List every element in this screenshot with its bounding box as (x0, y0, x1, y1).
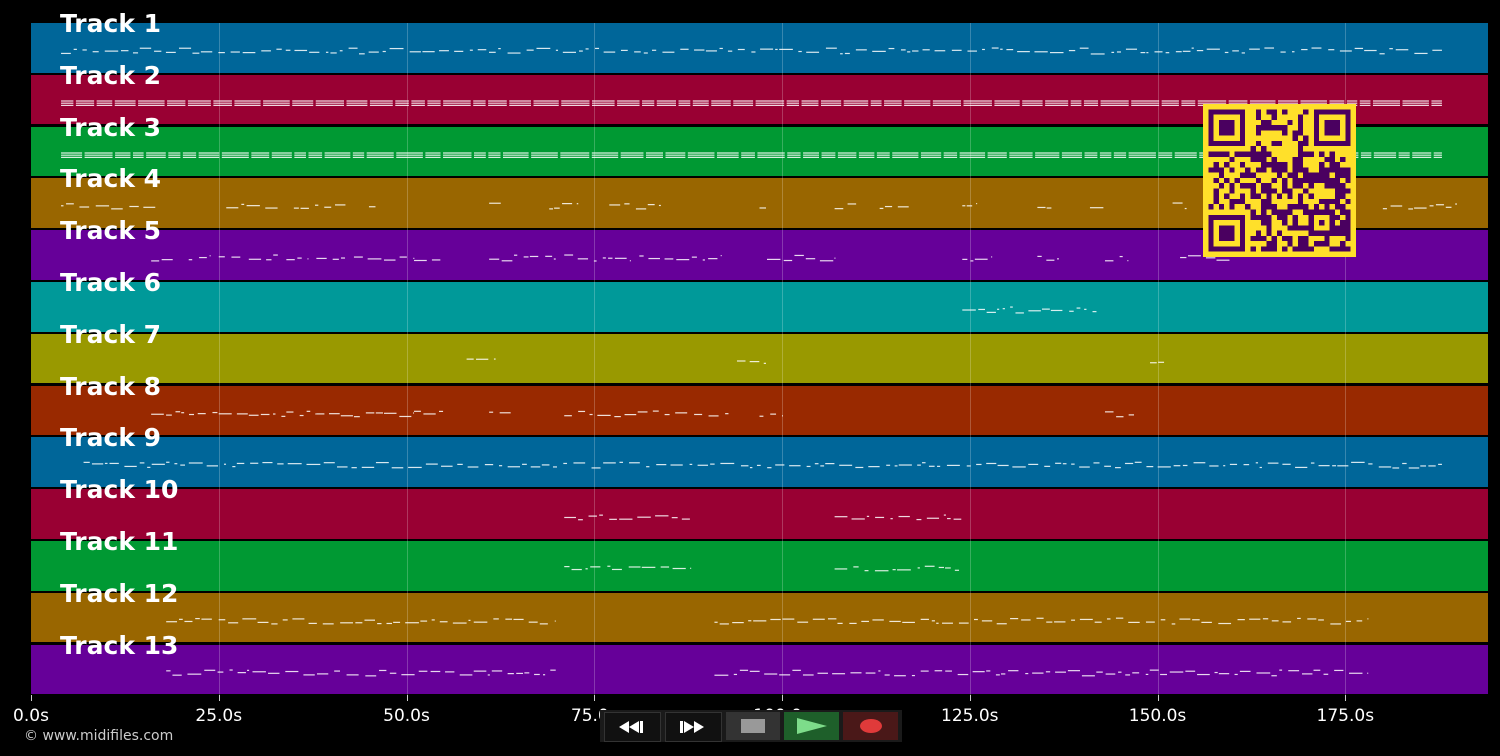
tick-mark (782, 695, 784, 701)
track-label: Track 8 (60, 371, 162, 401)
track-label: Track 10 (60, 475, 179, 505)
track-lane[interactable] (31, 592, 1488, 643)
record-button[interactable] (843, 712, 898, 740)
fast-forward-icon (680, 721, 705, 733)
tick-label: 50.0s (383, 706, 430, 726)
gridline (406, 23, 408, 695)
track-label: Track 1 (60, 9, 162, 38)
note-pattern (564, 514, 962, 521)
tick-mark (1345, 695, 1347, 701)
track-lane[interactable] (31, 385, 1488, 436)
play-button[interactable] (784, 712, 840, 740)
stop-button[interactable] (725, 712, 781, 740)
copyright-text: © www.midifiles.com (24, 728, 174, 744)
tick-label: 175.0s (1316, 706, 1375, 726)
tick-mark (406, 695, 408, 701)
note-pattern (564, 565, 960, 572)
gridline (1157, 23, 1159, 695)
gridline (1345, 23, 1347, 695)
track-lane[interactable] (31, 644, 1488, 695)
note-pattern (61, 100, 1442, 106)
track-lane[interactable] (31, 489, 1488, 539)
tick-mark (1157, 695, 1159, 701)
tick-mark (31, 695, 32, 701)
transport-controls (600, 710, 902, 742)
track-label: Track 3 (60, 112, 162, 142)
note-pattern (166, 617, 1369, 625)
fast-forward-button[interactable] (664, 712, 722, 742)
tick-label: 0.0s (13, 706, 49, 726)
track-label: Track 7 (60, 319, 162, 349)
track-label: Track 12 (60, 578, 179, 608)
track-lane[interactable] (31, 74, 1488, 125)
track-lane[interactable] (31, 333, 1488, 384)
gridline (782, 23, 784, 695)
track-label: Track 2 (60, 60, 162, 90)
gridline (218, 23, 220, 695)
track-label: Track 13 (60, 630, 179, 660)
record-icon (859, 719, 882, 733)
qr-code-icon (1203, 104, 1356, 257)
note-pattern (466, 358, 1165, 364)
note-pattern (61, 202, 1457, 210)
tick-mark (218, 695, 220, 701)
note-pattern (151, 410, 1135, 417)
gridline (969, 23, 971, 695)
track-label: Track 4 (60, 164, 162, 194)
track-label: Track 9 (60, 423, 162, 453)
gridline (594, 23, 596, 695)
tick-mark (594, 695, 596, 701)
rewind-button[interactable] (604, 712, 661, 742)
track-lane[interactable] (31, 23, 1488, 73)
note-pattern (962, 306, 1097, 314)
track-label: Track 11 (60, 527, 179, 556)
track-lane[interactable] (31, 541, 1488, 591)
note-pattern (83, 462, 1442, 469)
track-lane[interactable] (31, 437, 1488, 487)
track-label: Track 6 (60, 268, 162, 297)
play-icon (796, 718, 827, 734)
note-pattern (61, 47, 1442, 55)
rewind-icon (619, 721, 644, 733)
track-lanes (31, 23, 1488, 695)
note-pattern (151, 254, 1230, 262)
tick-label: 125.0s (941, 706, 999, 726)
tick-mark (969, 695, 971, 701)
note-pattern (166, 669, 1369, 677)
stop-icon (740, 719, 765, 733)
tick-label: 25.0s (195, 706, 243, 726)
track-label: Track 5 (60, 216, 162, 246)
track-lane[interactable] (31, 282, 1488, 332)
tick-label: 150.0s (1128, 706, 1187, 726)
